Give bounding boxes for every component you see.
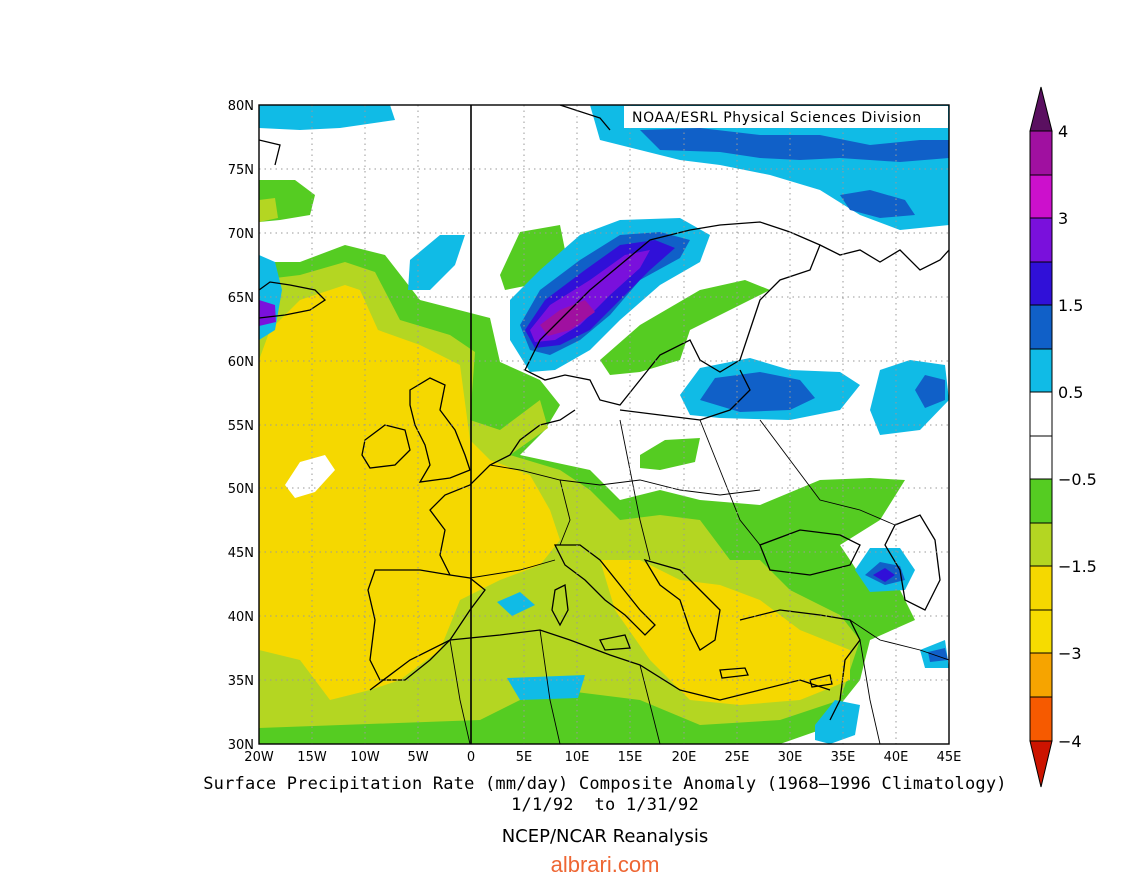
colorbar-band — [1029, 261, 1053, 306]
lat-tick-label: 30N — [228, 738, 254, 753]
borders — [449, 419, 949, 744]
colorbar-band — [1029, 435, 1053, 480]
plot-frame — [258, 104, 950, 745]
anomaly-region-lime-northwest — [259, 198, 278, 222]
lat-tick-label: 40N — [228, 610, 254, 625]
colorbar-band — [1029, 348, 1053, 393]
colorbar-band — [1029, 652, 1053, 698]
colorbar-bottom-triangle — [1029, 740, 1053, 788]
colorbar-label: −3 — [1058, 644, 1082, 663]
colorbar-label: −1.5 — [1058, 557, 1097, 576]
colorbar-label: 0.5 — [1058, 383, 1083, 402]
lon-tick-label: 20E — [672, 750, 697, 765]
lon-tick-label: 25E — [725, 750, 750, 765]
colorbar-top-triangle — [1029, 86, 1053, 132]
lon-tick-label: 5W — [407, 750, 428, 765]
anomaly-region-cyan-northwest — [259, 105, 395, 130]
anomaly-region-green-poland — [640, 438, 700, 470]
lon-tick-label: 40E — [884, 750, 909, 765]
lon-tick-label: 20W — [244, 750, 274, 765]
colorbar — [1029, 86, 1053, 788]
colorbar-band — [1029, 696, 1053, 742]
lon-tick-label: 35E — [831, 750, 856, 765]
colorbar-band — [1029, 304, 1053, 350]
lat-tick-label: 35N — [228, 674, 254, 689]
lat-tick-label: 45N — [228, 546, 254, 561]
anomaly-region-blue-arctic — [640, 128, 949, 162]
lon-tick-label: 0 — [467, 750, 475, 765]
colorbar-band — [1029, 565, 1053, 611]
colorbar-band — [1029, 609, 1053, 654]
colorbar-band — [1029, 478, 1053, 524]
lon-tick-label: 15W — [297, 750, 327, 765]
caption-date-range: 1/1/92 to 1/31/92 — [511, 795, 699, 815]
lon-tick-label: 15E — [618, 750, 643, 765]
colorbar-label: −0.5 — [1058, 470, 1097, 489]
lon-tick-label: 10W — [350, 750, 380, 765]
colorbar-band — [1029, 522, 1053, 567]
colorbar-band — [1029, 391, 1053, 437]
caption-title: Surface Precipitation Rate (mm/day) Comp… — [203, 774, 1007, 794]
colorbar-label: −4 — [1058, 732, 1082, 751]
anomaly-region-blue-baltic — [700, 372, 815, 412]
lat-tick-label: 55N — [228, 419, 254, 434]
graticule — [259, 105, 949, 744]
lat-tick-label: 65N — [228, 291, 254, 306]
source-label: NOAA/ESRL Physical Sciences Division — [632, 110, 922, 126]
lon-tick-label: 5E — [516, 750, 533, 765]
lon-tick-label: 30E — [778, 750, 803, 765]
anomaly-region-blue-iran — [928, 648, 948, 662]
lat-tick-label: 70N — [228, 227, 254, 242]
anomaly-region-blue-russia — [915, 375, 945, 408]
anomaly-region-green-scandinavia — [600, 280, 770, 375]
lat-tick-label: 60N — [228, 355, 254, 370]
colorbar-label: 4 — [1058, 122, 1068, 141]
watermark: albrari.com — [550, 852, 660, 877]
anomaly-region-cyan-atlantic — [408, 235, 465, 290]
anomaly-region-cyan-levant — [815, 700, 860, 744]
colorbar-labels: 4 3 1.5 0.5 −0.5 −1.5 −3 −4 — [1058, 122, 1097, 751]
anomaly-region-green-northsea — [500, 225, 565, 290]
lon-tick-label: 45E — [937, 750, 962, 765]
lon-axis: 20W 15W 10W 5W 0 5E 10E 15E 20E 25E 30E … — [244, 750, 961, 765]
lon-tick-label: 10E — [565, 750, 590, 765]
colorbar-band — [1029, 217, 1053, 263]
anomaly-region-yellow-east — [600, 560, 850, 705]
anomaly-region-indigo-caspian — [873, 568, 895, 582]
lat-axis: 80N 75N 70N 65N 60N 55N 50N 45N 40N 35N … — [228, 99, 254, 753]
anomaly-region-yellow-west — [259, 285, 560, 700]
anomaly-field: NOAA/ESRL Physical Sciences Division — [259, 105, 949, 744]
lat-tick-label: 75N — [228, 163, 254, 178]
source-label-box — [624, 106, 948, 128]
colorbar-label: 3 — [1058, 209, 1068, 228]
anomaly-region-cyan-libya — [507, 675, 585, 700]
colorbar-band — [1029, 130, 1053, 176]
colorbar-band — [1029, 174, 1053, 219]
lat-tick-label: 50N — [228, 482, 254, 497]
lat-tick-label: 80N — [228, 99, 254, 114]
anomaly-region-violet-iceland — [259, 300, 276, 326]
anomaly-region-white-hole — [285, 455, 335, 498]
colorbar-label: 1.5 — [1058, 296, 1083, 315]
credit-line: NCEP/NCAR Reanalysis — [501, 826, 709, 847]
anomaly-region-cyan-balearic — [497, 592, 535, 616]
